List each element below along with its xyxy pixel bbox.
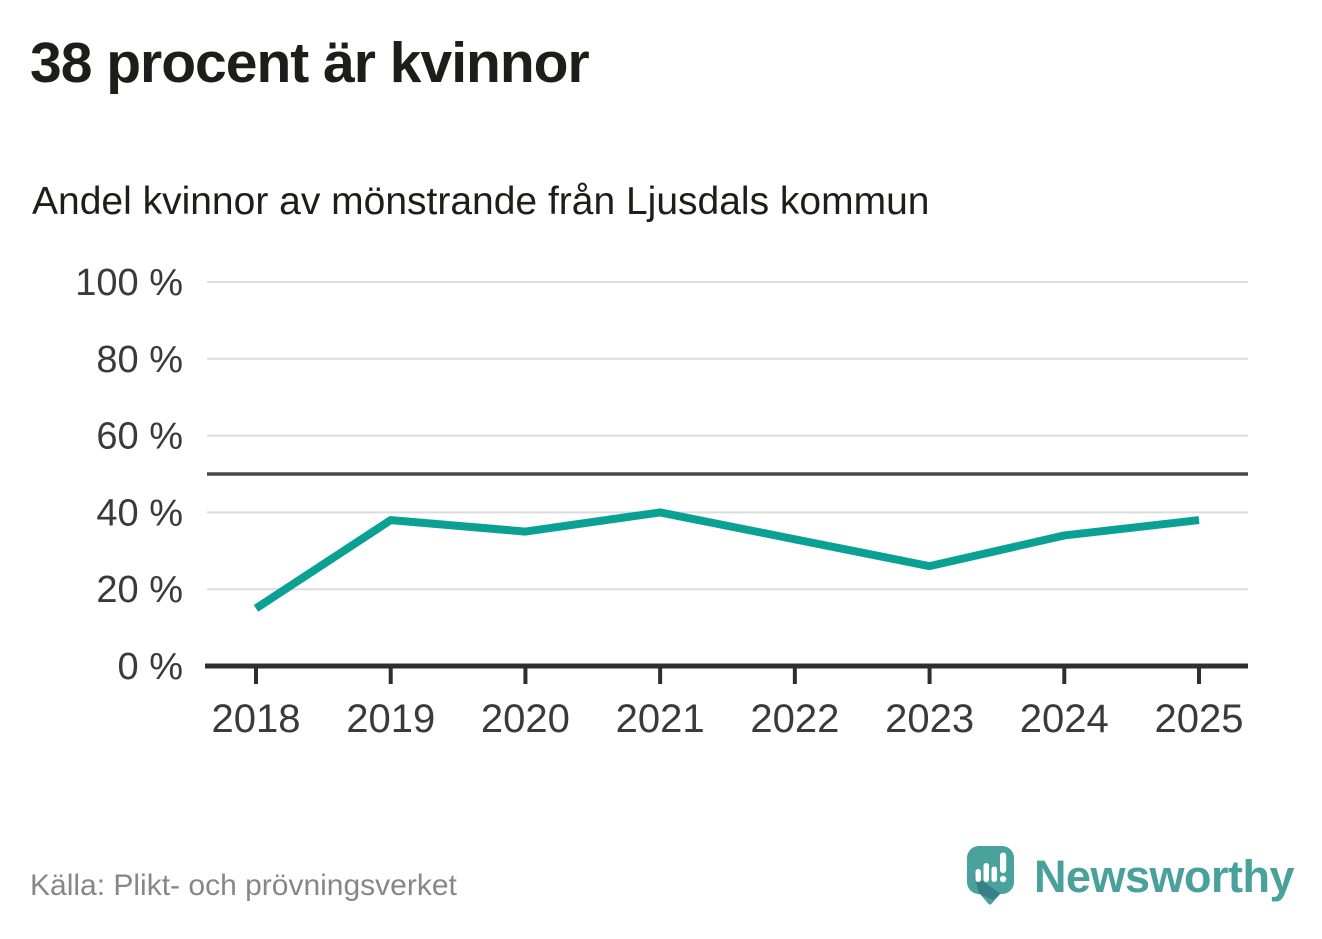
- logo-bar-2: [983, 863, 989, 882]
- logo-bar-3: [991, 866, 997, 882]
- x-tick-label: 2020: [481, 697, 570, 741]
- logo-bubble-shade: [973, 875, 1001, 900]
- chart-subtitle: Andel kvinnor av mönstrande från Ljusdal…: [32, 180, 930, 223]
- x-tick-label: 2019: [346, 697, 435, 741]
- source-label: Källa: Plikt- och prövningsverket: [30, 869, 457, 902]
- x-tick-label: 2022: [750, 697, 839, 741]
- logo-exclamation-dot: [999, 875, 1007, 883]
- y-tick-label: 40 %: [96, 492, 183, 534]
- y-tick-label: 80 %: [96, 339, 183, 381]
- x-tick-label: 2021: [616, 697, 705, 741]
- y-tick-label: 100 %: [75, 262, 183, 304]
- y-tick-label: 0 %: [118, 646, 183, 688]
- x-tick-label: 2018: [212, 697, 301, 741]
- chart-title: 38 procent är kvinnor: [30, 31, 590, 95]
- data-line: [253, 508, 1200, 612]
- y-tick-label: 20 %: [96, 569, 183, 611]
- brand-footer: Newsworthy: [966, 841, 1295, 913]
- newsworthy-logo-icon: [966, 846, 1014, 905]
- x-tick-label: 2023: [885, 697, 974, 741]
- x-tick-label: 2025: [1155, 697, 1244, 741]
- logo-exclamation-bar: [999, 852, 1007, 873]
- x-tick-label: 2024: [1020, 697, 1109, 741]
- logo-bar-1: [975, 869, 981, 882]
- brand-name: Newsworthy: [1033, 851, 1295, 902]
- y-tick-label: 60 %: [96, 416, 183, 458]
